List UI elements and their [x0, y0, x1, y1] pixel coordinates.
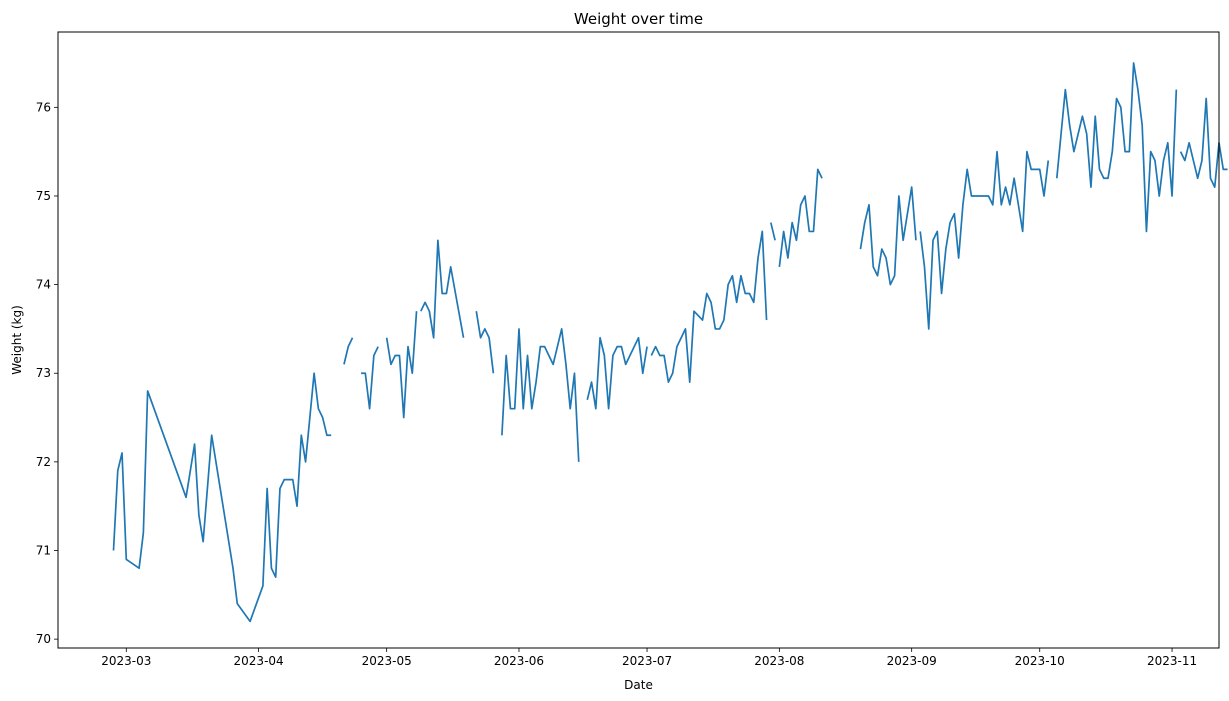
x-axis-ticks: 2023-03 2023-04 2023-05 2023-06 2023-07 2023-…: [101, 648, 1197, 668]
x-tick-label: 2023-08: [754, 654, 804, 668]
series-line-segment: [343, 337, 354, 365]
y-tick-label: 74: [36, 278, 51, 292]
x-tick-label: 2023-06: [494, 654, 544, 668]
series-line-segment: [1055, 62, 1178, 233]
series-line-segment: [1179, 97, 1228, 188]
series-line-segment: [420, 239, 465, 339]
y-tick-label: 73: [36, 366, 51, 380]
series-line-segment: [385, 311, 418, 419]
x-tick-label: 2023-03: [101, 654, 151, 668]
x-tick-label: 2023-11: [1147, 654, 1197, 668]
chart-title: Weight over time: [574, 10, 703, 28]
y-axis-ticks: 70 71 72 73 74 75 76: [36, 100, 58, 646]
series-line-segment: [859, 186, 917, 286]
y-tick-label: 71: [36, 544, 51, 558]
x-axis-label: Date: [624, 678, 653, 692]
series-line-segment: [769, 222, 776, 241]
series-line-segment: [501, 328, 580, 462]
x-tick-label: 2023-07: [622, 654, 672, 668]
series-line-segment: [778, 168, 823, 267]
y-tick-label: 76: [36, 100, 51, 114]
plot-area: [112, 62, 1228, 623]
x-tick-label: 2023-09: [887, 654, 937, 668]
series-line-segment: [650, 230, 768, 383]
y-tick-label: 75: [36, 189, 51, 203]
series-line-segment: [475, 311, 495, 374]
x-tick-label: 2023-05: [362, 654, 412, 668]
y-axis-label: Weight (kg): [10, 305, 24, 375]
axes-frame: [57, 31, 1220, 649]
y-tick-label: 72: [36, 455, 51, 469]
series-line-segment: [361, 346, 379, 410]
series-line-segment: [112, 372, 332, 623]
x-tick-label: 2023-04: [234, 654, 284, 668]
y-tick-label: 70: [36, 632, 51, 646]
series-line-segment: [586, 336, 648, 410]
x-tick-label: 2023-10: [1015, 654, 1065, 668]
series-line-segment: [919, 150, 1050, 330]
